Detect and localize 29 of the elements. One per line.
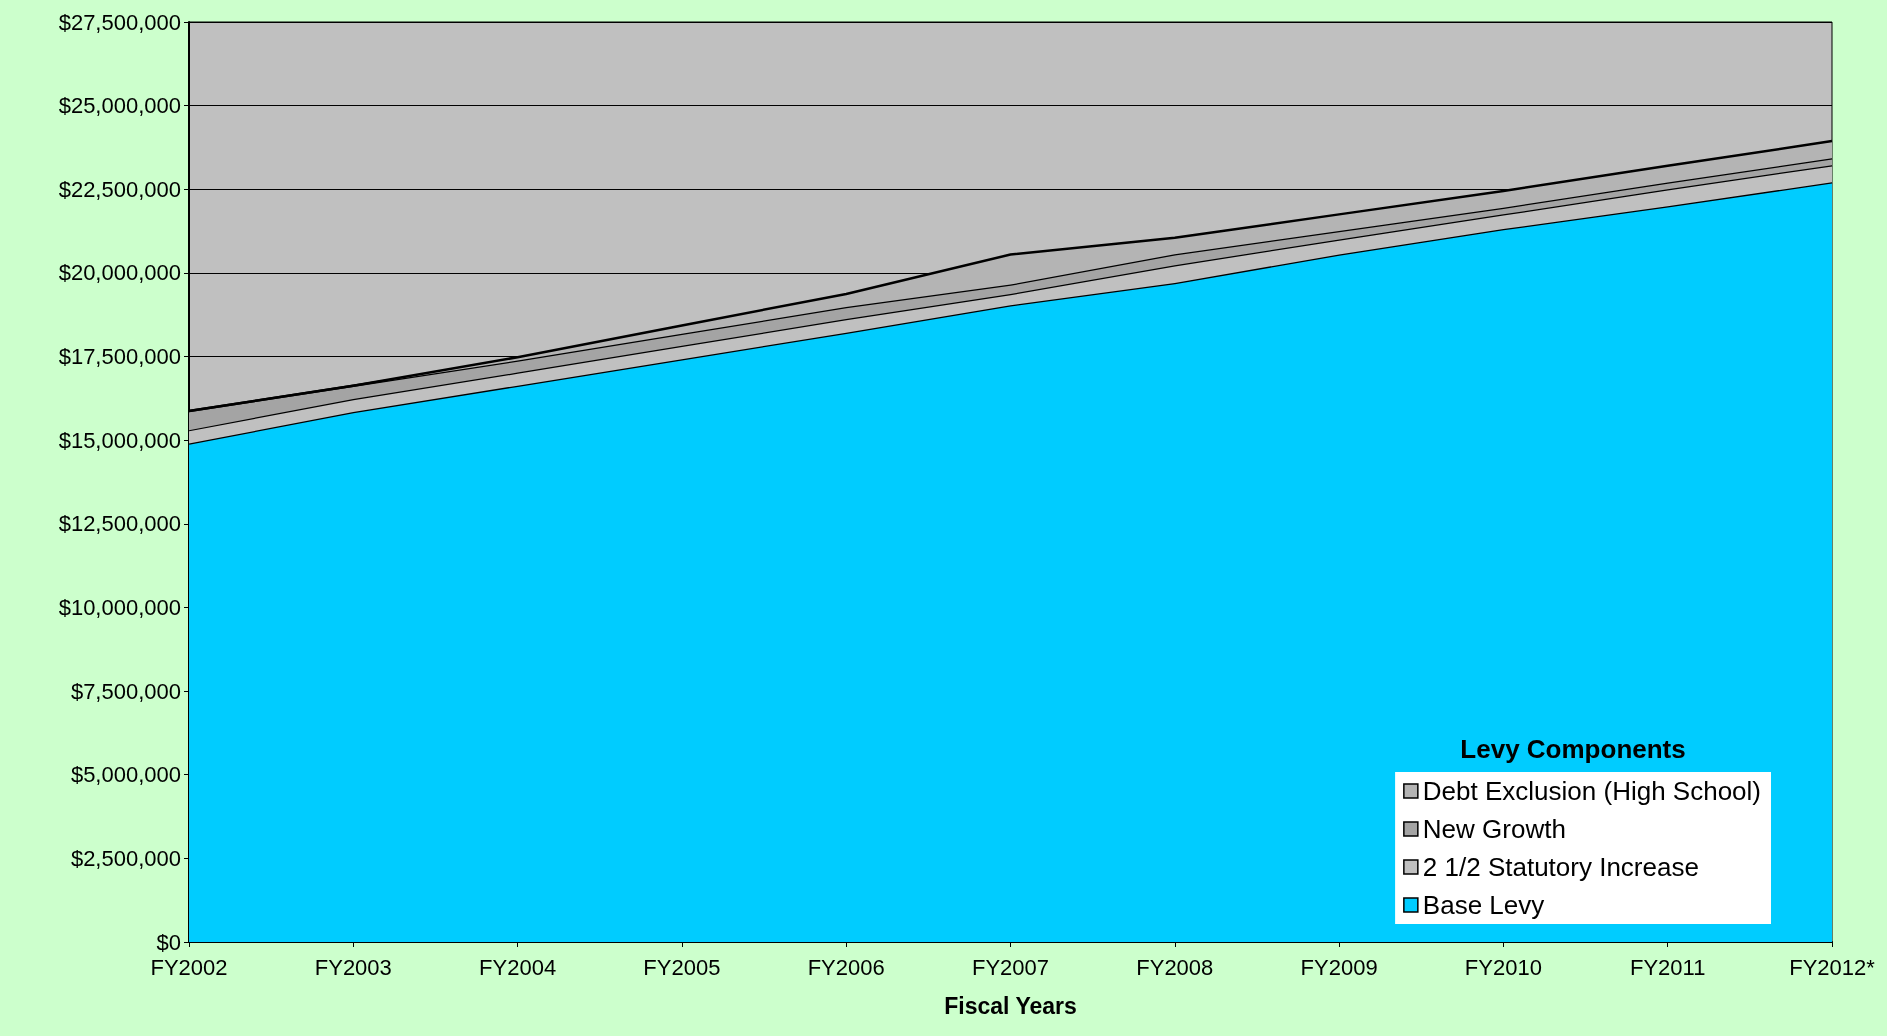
x-tick-label: FY2011 [1629,954,1706,980]
x-tick-label: FY2009 [1300,954,1378,980]
legend-label: New Growth [1422,814,1566,844]
y-tick-label: $12,500,000 [58,511,181,537]
x-tick-label: FY2008 [1136,954,1214,980]
y-tick-label: $5,000,000 [70,762,181,788]
legend-label: Base Levy [1422,890,1545,920]
x-tick-label: FY2005 [643,954,721,980]
legend-label: 2 1/2 Statutory Increase [1422,852,1699,882]
y-tick-label: $2,500,000 [70,845,181,871]
y-tick-label: $7,500,000 [70,678,181,704]
x-tick-label: FY2002 [150,954,228,980]
legend-title: Levy Components [1460,734,1686,764]
x-tick-label: FY2006 [807,954,885,980]
y-tick-label: $22,500,000 [58,176,181,202]
x-tick-label: FY2010 [1464,954,1542,980]
y-tick-label: $17,500,000 [58,344,181,370]
y-tick-label: $15,000,000 [58,427,181,453]
x-tick-label: FY2004 [479,954,557,980]
y-tick-label: $20,000,000 [58,260,181,286]
y-tick-label: $25,000,000 [58,93,181,119]
x-tick-label: FY2007 [971,954,1050,980]
legend-label: Debt Exclusion (High School) [1422,776,1761,806]
x-tick-label: FY2012* [1789,954,1876,980]
y-tick-label: $0 [156,929,181,955]
x-tick-label: FY2003 [314,954,392,980]
x-axis-title: Fiscal Years [944,992,1077,1019]
y-tick-label: $27,500,000 [58,9,181,35]
y-tick-label: $10,000,000 [58,594,181,620]
